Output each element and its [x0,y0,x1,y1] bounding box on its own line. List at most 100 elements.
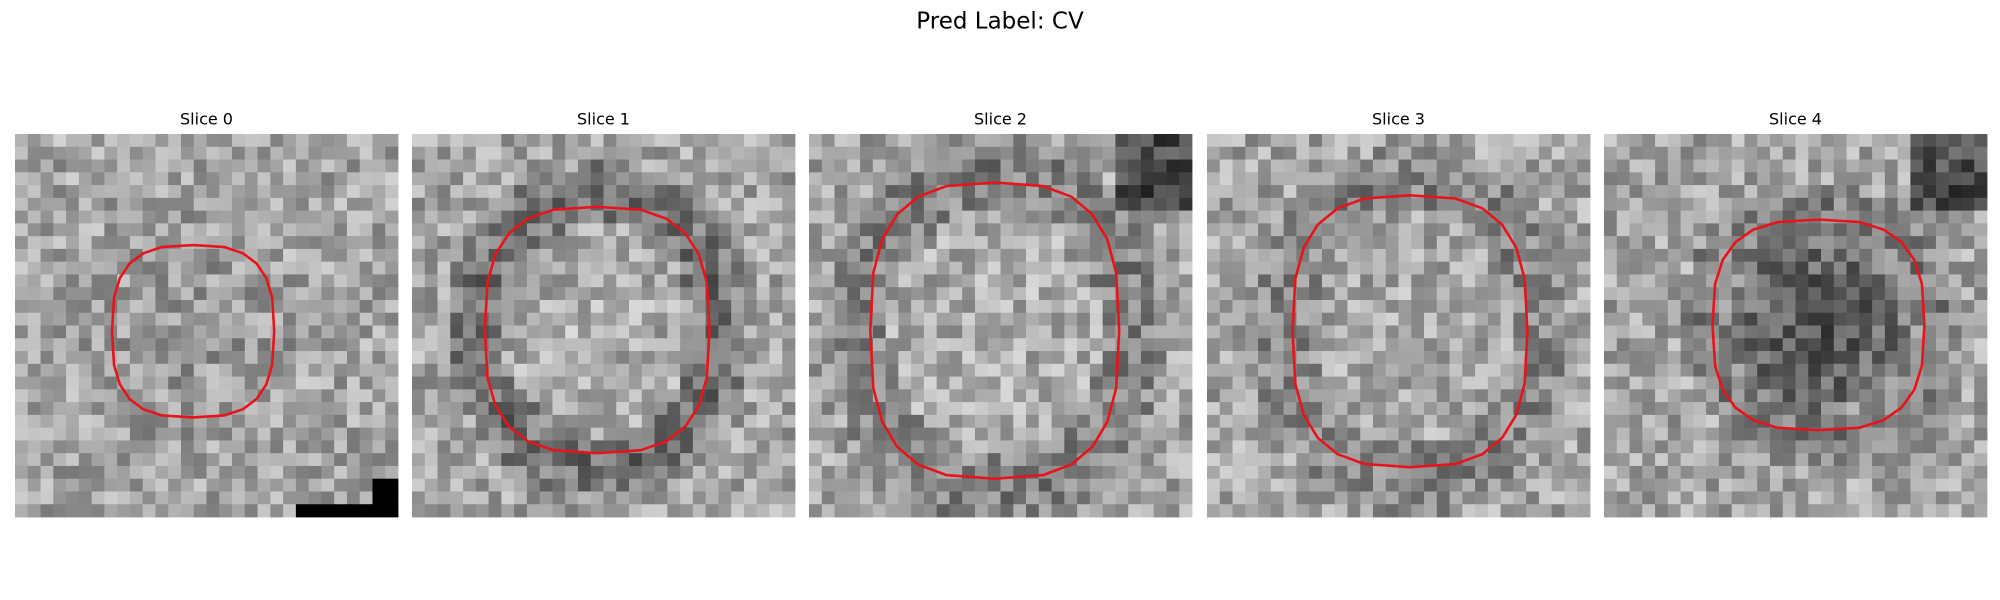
pixel [809,465,823,480]
pixel [629,185,643,199]
pixel [283,427,297,441]
pixel [1128,185,1142,199]
pixel [1179,325,1193,339]
pixel [1961,287,1975,301]
pixel [885,261,899,275]
pixel [1744,274,1758,288]
pixel [450,325,464,339]
pixel [616,274,630,288]
pixel [334,134,348,148]
pixel [1500,389,1514,403]
pixel [1795,414,1809,429]
pixel [1372,210,1387,224]
pixel [1846,248,1860,263]
pixel [885,478,899,492]
pixel [1846,223,1860,237]
pixel [1731,338,1745,352]
pixel [1232,172,1246,186]
pixel [1935,185,1950,199]
pixel [1833,351,1847,365]
pixel [949,146,963,160]
pixel [962,325,976,339]
pixel [180,159,195,173]
pixel [1782,134,1796,148]
pixel [1642,402,1656,416]
pixel [206,427,220,441]
pixel [743,210,758,224]
pixel [1846,376,1860,390]
pixel [346,351,361,365]
pixel [1207,427,1221,441]
pixel [359,299,373,314]
pixel [283,363,297,377]
pixel [936,427,950,441]
pixel [731,261,745,275]
pixel [654,363,668,377]
pixel [219,465,233,480]
pixel [603,223,617,237]
pixel [129,261,144,275]
pixel [295,185,310,199]
pixel [463,440,477,454]
pixel [1475,146,1489,160]
pixel [1077,414,1091,429]
pixel [1616,299,1630,314]
pixel [180,363,195,377]
pixel [514,312,528,326]
pixel [834,210,848,224]
pixel [809,210,823,224]
pixel [590,338,604,352]
pixel [616,376,630,390]
pixel [860,465,874,480]
pixel [692,134,707,148]
pixel [936,312,950,326]
pixel [603,274,617,288]
pixel [1731,414,1745,429]
pixel [769,504,783,518]
pixel [1102,223,1116,237]
pixel [911,146,925,160]
pixel [1667,351,1681,365]
pixel [1334,427,1348,441]
pixel [463,197,477,211]
pixel [1910,402,1924,416]
pixel [295,261,310,275]
pixel [1077,376,1091,390]
pixel [15,312,29,326]
pixel [1551,504,1565,518]
pixel [142,185,156,199]
pixel [1642,389,1656,403]
pixel [1153,389,1167,403]
pixel [1564,248,1578,263]
pixel [1846,478,1860,492]
pixel [565,185,579,199]
pixel [1513,338,1527,352]
pixel [1833,172,1847,186]
pixel [949,248,963,263]
pixel [1884,159,1899,173]
pixel [385,261,399,275]
pixel [53,134,67,148]
pixel [603,261,617,275]
pixel [1872,465,1886,480]
pixel [1360,223,1374,237]
pixel [1821,465,1835,480]
pixel [962,312,976,326]
pixel [193,134,207,148]
pixel [1334,172,1348,186]
pixel [821,325,835,339]
pixel [334,427,348,441]
pixel [1321,427,1336,441]
pixel [936,453,950,467]
pixel [117,146,131,160]
pixel [1411,172,1425,186]
pixel [1667,197,1681,211]
pixel [1538,402,1553,416]
pixel [1500,491,1514,505]
pixel [1923,440,1937,454]
pixel [1102,491,1116,505]
pixel [129,453,144,467]
pixel [463,172,477,186]
pixel [1309,159,1323,173]
pixel [1077,389,1091,403]
